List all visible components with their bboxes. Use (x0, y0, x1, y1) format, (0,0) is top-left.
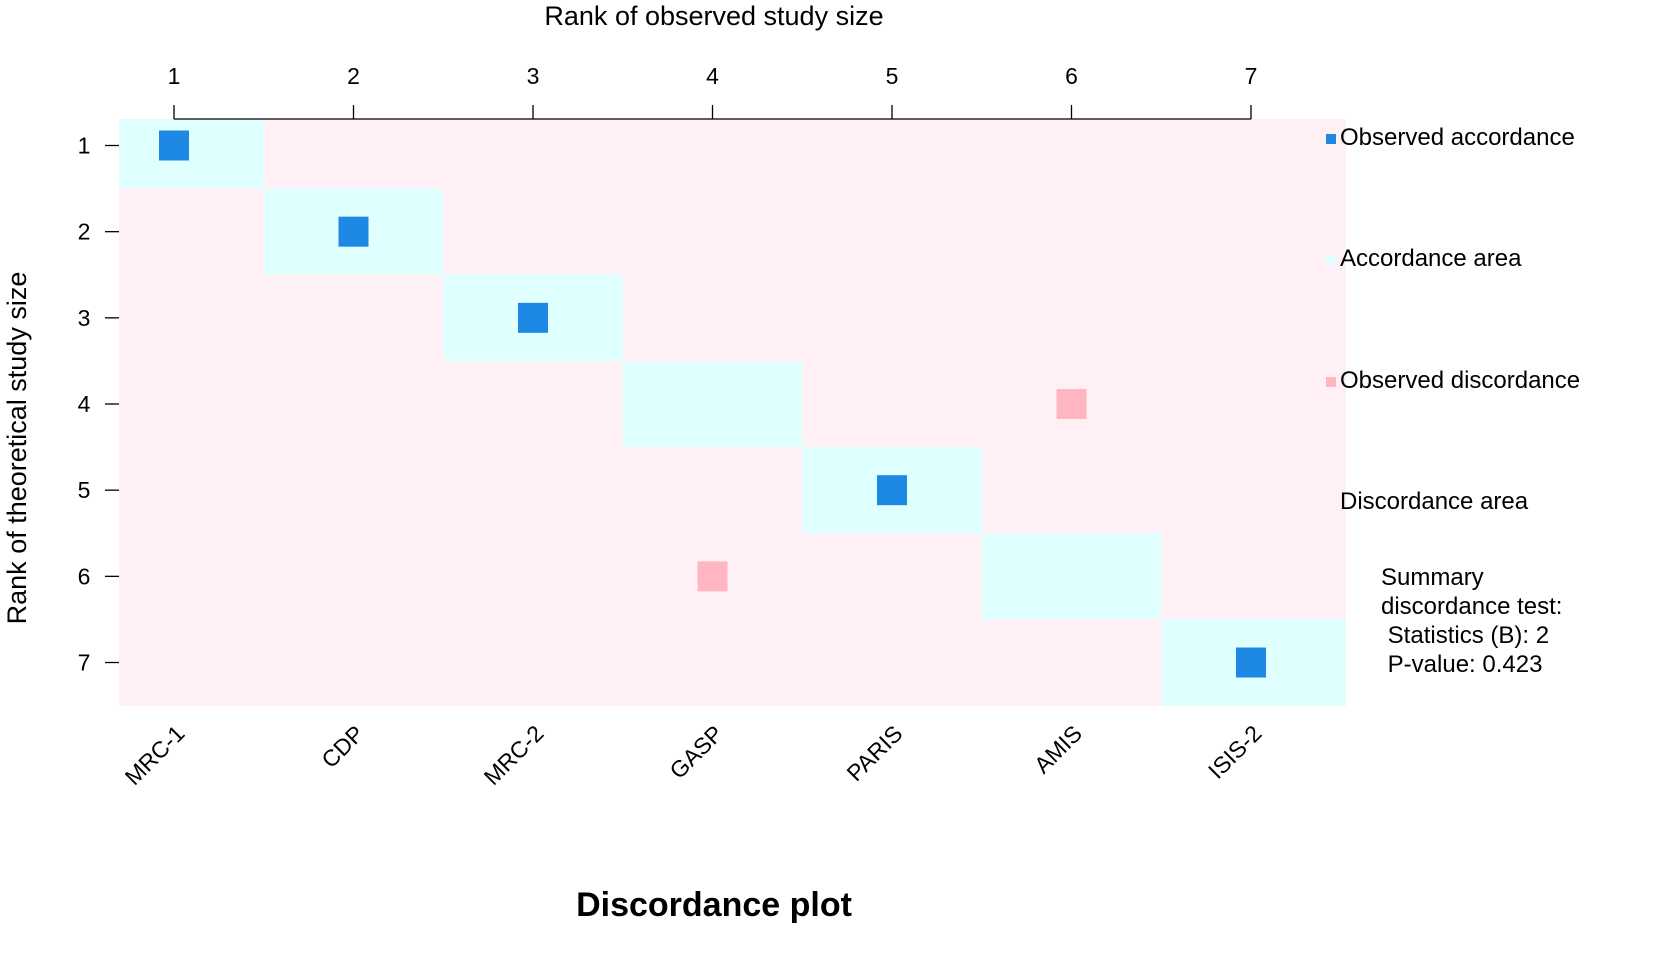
legend-item: Accordance area (1326, 245, 1522, 273)
summary-line-3: Statistics (B): 2 (1381, 622, 1550, 649)
legend-label: Observed discordance (1340, 367, 1581, 394)
top-axis-tick-label: 4 (706, 63, 719, 89)
accordance-area-cells (119, 119, 1346, 706)
study-label: ISIS-2 (1203, 720, 1267, 784)
legend-label: Discordance area (1340, 488, 1529, 515)
left-axis-tick-label: 2 (78, 219, 91, 245)
left-axis-tick-label: 5 (78, 477, 91, 503)
chart-title: Discordance plot (576, 886, 852, 924)
top-axis-tick-label: 2 (347, 63, 360, 89)
left-axis-tick-label: 4 (78, 391, 91, 417)
top-axis-tick-label: 5 (886, 63, 899, 89)
summary-discordance-test: Summary discordance test: Statistics (B)… (1381, 563, 1562, 679)
top-axis-tick-label: 7 (1245, 63, 1258, 89)
summary-line-1: Summary (1381, 564, 1484, 591)
accordance-cell-6 (981, 533, 1162, 620)
y-axis-title: Rank of theoretical study size (2, 272, 32, 625)
legend-swatch (1326, 255, 1336, 265)
legend-label: Accordance area (1340, 245, 1522, 272)
observed-discordance-point (1056, 389, 1087, 420)
top-axis-tick-label: 1 (168, 63, 181, 89)
left-axis: 1 2 3 4 5 6 7 (78, 133, 119, 676)
top-axis-tick-label: 6 (1065, 63, 1078, 89)
study-label: MRC-1 (120, 720, 190, 790)
observed-accordance-point (159, 130, 189, 161)
study-label: AMIS (1029, 720, 1087, 778)
legend-label: Observed accordance (1340, 124, 1575, 151)
left-axis-tick-label: 7 (78, 650, 91, 676)
legend-item: Observed discordance (1326, 367, 1581, 395)
study-labels: MRC-1 CDP MRC-2 GASP PARIS AMIS ISIS-2 (120, 720, 1267, 790)
observed-accordance-point (1236, 647, 1266, 678)
left-axis-tick-label: 3 (78, 305, 91, 331)
accordance-cell-4 (622, 360, 803, 448)
study-label: GASP (664, 720, 728, 784)
legend-swatch (1326, 498, 1336, 508)
accordance-cell-1 (119, 119, 264, 189)
observed-points (159, 130, 1266, 678)
top-axis-title: Rank of observed study size (544, 1, 883, 31)
top-axis: 1 2 3 4 5 6 7 (168, 63, 1258, 120)
left-axis-tick-label: 1 (78, 133, 91, 159)
observed-accordance-point (338, 216, 369, 247)
observed-accordance-point (877, 475, 907, 506)
legend-item: Observed accordance (1326, 124, 1575, 152)
study-label: MRC-2 (479, 720, 549, 790)
left-axis-tick-label: 6 (78, 563, 91, 589)
study-label: CDP (316, 720, 369, 773)
observed-accordance-point (518, 302, 548, 333)
observed-discordance-point (697, 561, 728, 592)
legend-swatch (1326, 134, 1336, 144)
legend-item: Discordance area (1326, 488, 1529, 516)
summary-line-4: P-value: 0.423 (1381, 651, 1543, 678)
legend-swatch (1326, 377, 1336, 387)
study-label: PARIS (842, 720, 908, 786)
top-axis-tick-label: 3 (527, 63, 540, 89)
summary-line-2: discordance test: (1381, 593, 1563, 620)
